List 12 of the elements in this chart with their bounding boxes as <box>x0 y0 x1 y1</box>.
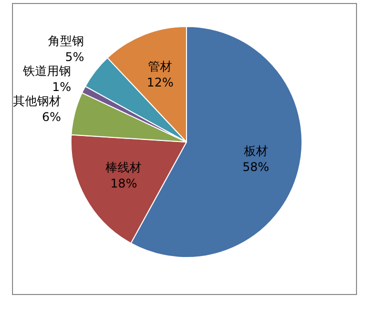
data-label: 58% <box>242 160 270 174</box>
slice-label: 铁道用钢 <box>22 64 72 78</box>
data-label: 6% <box>42 110 62 124</box>
data-label: 5% <box>65 50 84 64</box>
data-label: 18% <box>110 176 138 191</box>
slice-label: 板材 <box>242 144 268 158</box>
slice-label: 其他钢材 <box>13 94 62 108</box>
data-label: 12% <box>146 76 174 90</box>
data-label: 1% <box>52 80 72 94</box>
slice-label: 管材 <box>148 60 172 74</box>
slice-label: 棒线材 <box>106 160 142 175</box>
slice-label: 角型钢 <box>48 34 84 48</box>
